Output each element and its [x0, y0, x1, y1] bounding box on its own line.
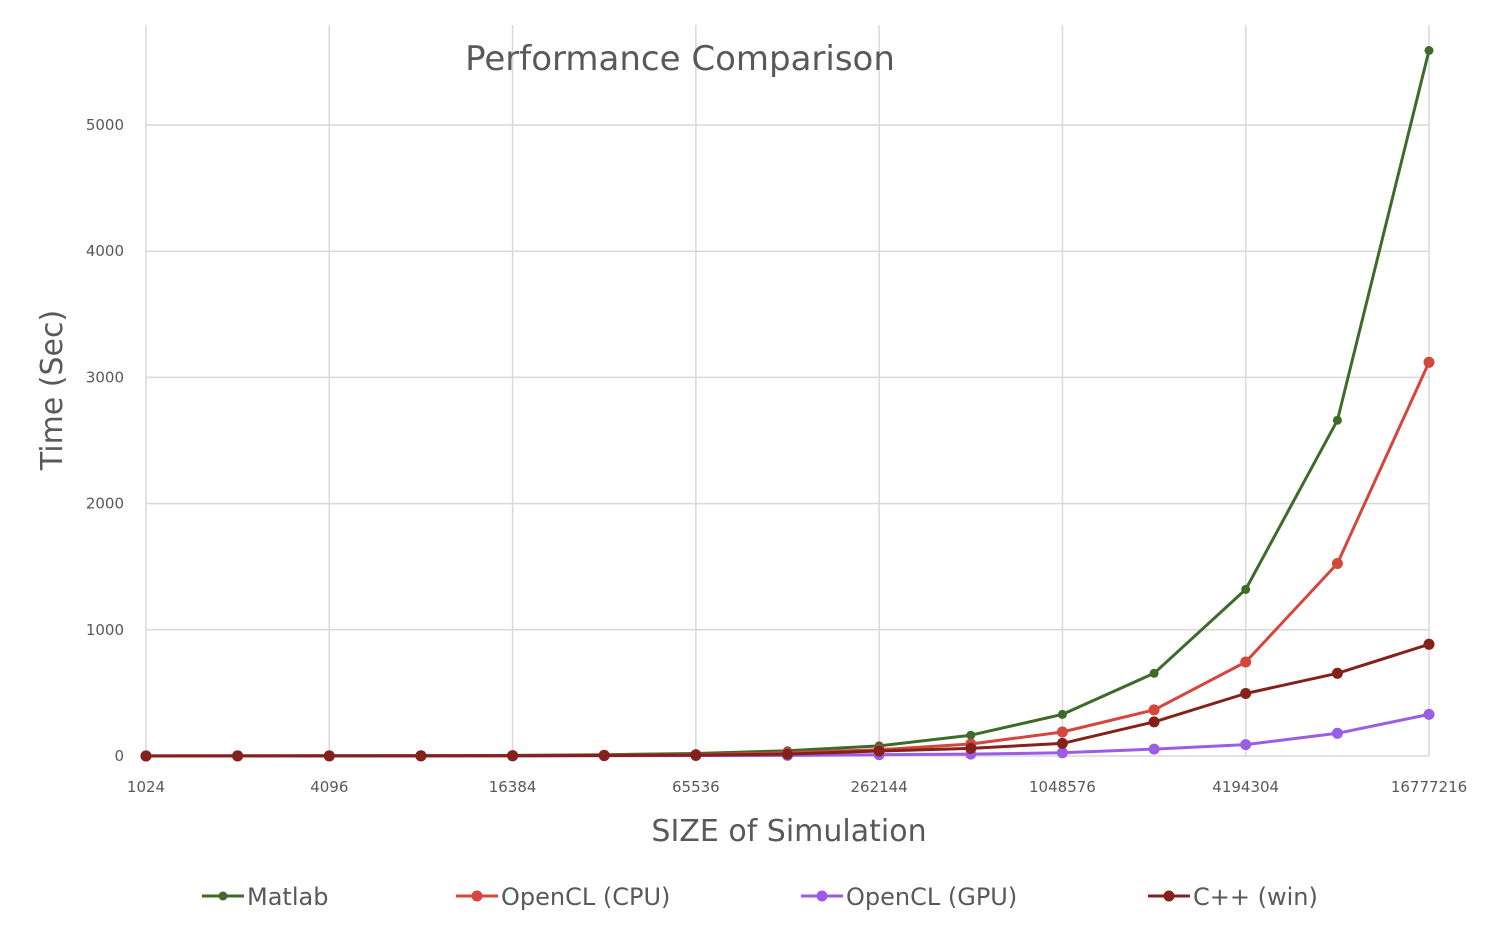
legend-marker	[218, 891, 228, 901]
data-point	[966, 730, 976, 740]
data-point	[1240, 688, 1252, 699]
chart-title: Performance Comparison	[465, 39, 895, 79]
x-tick-label: 4194304	[1212, 778, 1279, 796]
x-axis-ticks: 1024 4096 16384 65536 262144 1048576 4194304 16…	[127, 778, 1467, 796]
data-point	[1240, 739, 1252, 751]
data-point	[873, 745, 885, 757]
data-point	[232, 750, 244, 762]
y-tick-label: 0	[114, 747, 124, 765]
data-point	[1148, 743, 1160, 755]
series-0	[141, 46, 1434, 761]
data-point	[1241, 584, 1251, 594]
legend-label: OpenCL (GPU)	[846, 883, 1017, 911]
data-point	[1056, 737, 1068, 749]
data-point	[1056, 726, 1068, 738]
legend-item: OpenCL (GPU)	[801, 883, 1017, 911]
x-tick-label: 1048576	[1029, 778, 1096, 796]
x-tick-label: 1024	[127, 778, 165, 796]
legend-label: OpenCL (CPU)	[501, 883, 670, 911]
series-line	[145, 642, 1430, 758]
data-point	[965, 742, 977, 754]
y-tick-label: 5000	[86, 116, 124, 134]
data-point	[1331, 667, 1343, 679]
data-point	[323, 750, 335, 762]
data-point	[1332, 415, 1342, 425]
y-tick-label: 1000	[86, 621, 124, 639]
data-point	[1056, 747, 1068, 759]
legend-item: Matlab	[202, 883, 328, 911]
data-point	[415, 750, 427, 762]
series-line	[146, 50, 1431, 758]
data-point	[1240, 656, 1252, 668]
x-axis-title: SIZE of Simulation	[651, 814, 926, 849]
legend-marker	[816, 890, 828, 902]
series-layer	[140, 46, 1435, 762]
legend-label: C++ (win)	[1193, 883, 1318, 911]
legend-label: Matlab	[247, 883, 328, 911]
y-tick-label: 2000	[86, 495, 124, 513]
y-axis-title: Time (Sec)	[35, 310, 70, 471]
legend-marker	[1163, 890, 1175, 902]
data-point	[1331, 727, 1343, 739]
data-point	[1148, 704, 1160, 716]
x-tick-label: 16384	[489, 778, 537, 796]
gridlines	[145, 25, 1430, 757]
x-tick-label: 16777216	[1391, 778, 1467, 796]
data-point	[1423, 356, 1435, 368]
y-tick-label: 3000	[86, 368, 124, 386]
y-tick-label: 4000	[86, 242, 124, 260]
legend-marker	[471, 890, 483, 902]
data-point	[140, 750, 152, 762]
series-3	[140, 638, 1435, 762]
data-point	[1149, 668, 1159, 678]
data-point	[1057, 709, 1067, 719]
series-1	[140, 356, 1435, 762]
data-point	[1148, 716, 1160, 728]
data-point	[598, 750, 610, 761]
legend-item: OpenCL (CPU)	[456, 883, 670, 911]
legend: Matlab OpenCL (CPU) OpenCL (GPU) C++ (win)	[202, 883, 1318, 911]
x-tick-label: 65536	[672, 778, 720, 796]
legend-item: C++ (win)	[1148, 883, 1318, 911]
x-tick-label: 4096	[310, 778, 348, 796]
data-point	[1424, 46, 1434, 55]
data-point	[782, 748, 793, 760]
x-tick-label: 262144	[851, 778, 908, 796]
data-point	[507, 750, 519, 762]
data-point	[1423, 708, 1435, 720]
data-point	[690, 749, 702, 761]
y-axis-ticks: 0 1000 2000 3000 4000 5000	[86, 116, 124, 765]
data-point	[1423, 638, 1435, 650]
data-point	[1331, 558, 1343, 569]
